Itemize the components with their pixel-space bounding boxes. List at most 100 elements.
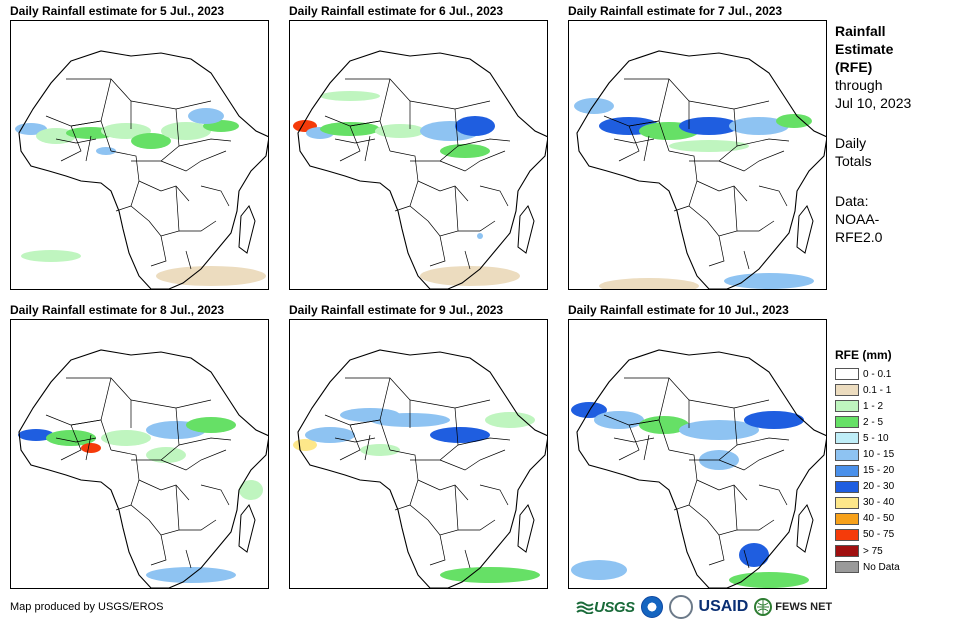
legend-swatch [835,400,859,413]
country-border [324,115,361,162]
map-panel-6: Daily Rainfall estimate for 10 Jul., 202… [568,303,828,590]
title-line: Rainfall [835,23,886,39]
rainfall-area [420,266,520,286]
coastline [576,349,826,588]
legend-label: > 75 [863,545,883,557]
rainfall-area [375,124,425,138]
country-border [131,108,180,162]
legend-label: 15 - 20 [863,465,895,477]
legend-item: 2 - 5 [835,414,955,430]
legend-rows: 0 - 0.1 0.1 - 1 1 - 2 2 - 5 5 - 10 10 - 15 15 … [835,366,955,575]
country-border [613,437,655,443]
rainfall-area [729,572,809,588]
country-border [458,220,496,232]
country-border [718,449,785,471]
country-border [427,484,459,536]
country-border [349,78,391,127]
through-label: through [835,77,883,93]
rainfall-area [477,233,483,239]
country-border [148,484,180,536]
rainfall-area [360,444,400,456]
rainfall-area [320,91,380,101]
country-border [603,115,640,162]
country-border [743,549,750,569]
rainfall-area [744,411,804,429]
legend-item: 10 - 15 [835,446,955,462]
country-border [410,407,459,461]
globe-icon [754,598,773,616]
country-border [409,180,429,222]
country-border [429,235,446,267]
country-border [743,250,750,270]
rainfall-area [305,427,355,443]
country-border [349,120,391,152]
rainfall-area [485,412,535,428]
panel-title: Daily Rainfall estimate for 8 Jul., 2023 [10,303,225,317]
rainfall-area [571,402,607,418]
country-border [389,449,419,481]
country-border [696,479,748,501]
country-border [668,150,698,182]
country-border [737,220,775,232]
totals-line: Daily [835,135,867,151]
country-border [66,377,132,428]
country-border [628,419,670,451]
logo-strip: USGS USAID FEWS NET [576,594,836,620]
country-border [110,449,140,481]
totals-line: Totals [835,153,872,169]
country-border [70,78,112,127]
usaid-logo-text: USAID [698,598,749,615]
legend-item: 0 - 0.1 [835,366,955,382]
rainfall-area [188,108,224,124]
rainfall-map [568,319,827,589]
rainfall-area [131,133,171,149]
coastline [297,50,547,289]
rainfall-area [161,122,211,140]
country-border [200,185,230,207]
country-border [130,180,150,222]
map-panel-2: Daily Rainfall estimate for 6 Jul., 2023 [289,4,549,291]
country-border [479,484,509,506]
country-border [148,185,180,237]
legend-label: 40 - 50 [863,513,895,525]
madagascar-outline [796,504,814,553]
legend-swatch [835,512,859,525]
coastline [18,349,268,588]
panel-title: Daily Rainfall estimate for 5 Jul., 2023 [10,4,225,18]
country-border [429,534,446,566]
rainfall-area [639,416,689,434]
country-border [185,250,192,270]
rainfall-area [101,430,151,446]
rainfall-area [679,117,739,135]
country-border [410,108,459,162]
rainfall-area [679,420,759,440]
rainfall-area [21,250,81,262]
rainfall-map [568,20,827,290]
country-border [110,150,140,182]
product-title: Rainfall Estimate (RFE) through Jul 10, … [835,22,955,112]
legend-swatch [835,480,859,493]
country-border [417,180,469,202]
country-border [334,437,376,443]
coastline [576,50,826,289]
legend-swatch [835,528,859,541]
map-panel-4: Daily Rainfall estimate for 8 Jul., 2023 [10,303,270,590]
country-border [334,138,376,144]
country-border [130,479,150,521]
country-border [673,504,690,511]
legend-swatch [835,496,859,509]
legend-item: 50 - 75 [835,527,955,543]
usgs-wave-icon [576,601,594,614]
country-border [70,377,112,426]
country-border [688,100,770,110]
rainfall-area [724,273,814,289]
country-border [643,434,650,461]
rainfall-map [10,319,269,589]
legend-swatch [835,368,859,381]
country-border [349,419,391,451]
country-border [706,185,738,237]
rainfall-area [440,567,540,583]
country-border [179,519,217,531]
rainfall-area [440,144,490,158]
country-border [364,135,371,162]
